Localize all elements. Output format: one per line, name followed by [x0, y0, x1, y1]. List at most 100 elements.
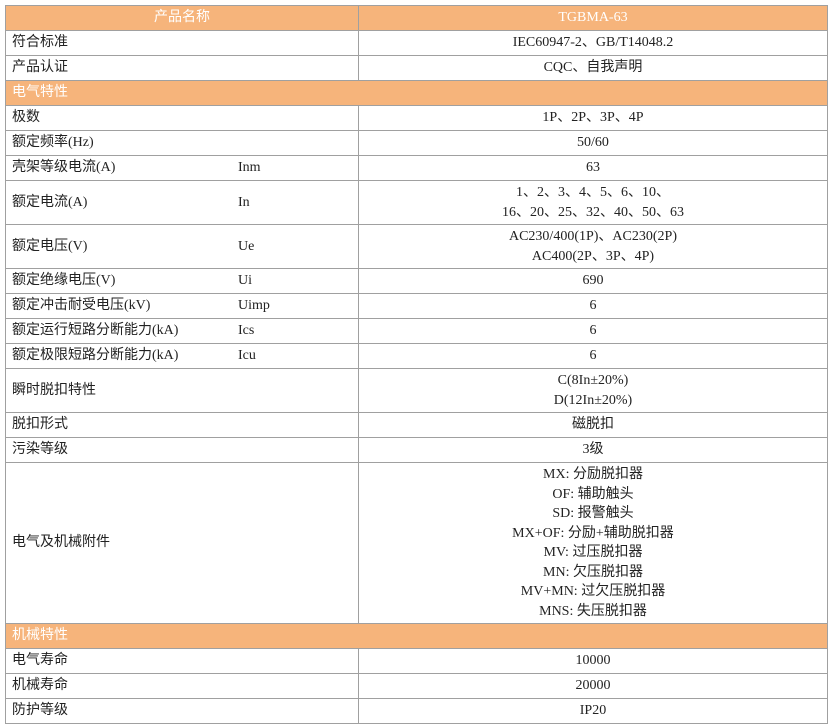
value-line: 50/60 — [577, 135, 609, 151]
row-label: 电气及机械附件 — [5, 462, 232, 624]
value-line: C(8In±20%) — [557, 373, 629, 388]
value-line: IP20 — [579, 703, 607, 719]
section-row: 机械特性 — [5, 623, 828, 649]
row-symbol-text: In — [238, 194, 250, 210]
row-value: MX: 分励脱扣器 OF: 辅助触头 SD: 报警触头 MX+OF: 分励+辅助脱扣器… — [358, 462, 828, 624]
section-title: 机械特性 — [5, 623, 828, 649]
table-body: 产品名称 TGBMA-63 符合标准 IEC60947-2、GB/T14048.2… — [5, 5, 828, 724]
spec-row: 额定运行短路分断能力(kA) Ics 6 — [5, 318, 828, 344]
row-value: 6 — [358, 343, 828, 369]
row-symbol: In — [232, 180, 359, 225]
row-symbol — [232, 105, 359, 131]
row-value: 6 — [358, 293, 828, 319]
row-label: 防护等级 — [5, 698, 232, 724]
spec-row: 符合标准 IEC60947-2、GB/T14048.2 — [5, 30, 828, 56]
row-symbol-text: Inm — [238, 160, 261, 176]
spec-row: 额定绝缘电压(V) Ui 690 — [5, 268, 828, 294]
spec-row: 壳架等级电流(A) Inm 63 — [5, 155, 828, 181]
row-symbol: Ui — [232, 268, 359, 294]
row-symbol — [232, 55, 359, 81]
row-value: 1P、2P、3P、4P — [358, 105, 828, 131]
row-symbol — [232, 648, 359, 674]
row-symbol — [232, 368, 359, 413]
value-line: OF: 辅助触头 — [552, 486, 634, 502]
row-value: C(8In±20%) D(12In±20%) — [358, 368, 828, 413]
row-symbol-text: Ui — [238, 273, 252, 289]
spec-row: 机械寿命 20000 — [5, 673, 828, 699]
row-label: 额定运行短路分断能力(kA) — [5, 318, 232, 344]
value-line: AC230/400(1P)、AC230(2P) — [508, 229, 677, 244]
row-symbol — [232, 462, 359, 624]
value-line: MX+OF: 分励+辅助脱扣器 — [512, 525, 674, 541]
value-line: 20000 — [575, 678, 611, 694]
row-label: 额定电流(A) — [5, 180, 232, 225]
row-label: 脱扣形式 — [5, 412, 232, 438]
row-label: 电气寿命 — [5, 648, 232, 674]
spec-row: 额定冲击耐受电压(kV) Uimp 6 — [5, 293, 828, 319]
row-label: 额定绝缘电压(V) — [5, 268, 232, 294]
header-value: TGBMA-63 — [358, 5, 828, 31]
row-symbol: Ue — [232, 224, 359, 269]
row-label: 壳架等级电流(A) — [5, 155, 232, 181]
spec-row: 额定电压(V) Ue AC230/400(1P)、AC230(2P) AC400(2P… — [5, 224, 828, 269]
row-symbol-text: Ics — [238, 323, 255, 339]
row-symbol — [232, 412, 359, 438]
row-value: IEC60947-2、GB/T14048.2 — [358, 30, 828, 56]
spec-row: 电气及机械附件 MX: 分励脱扣器 OF: 辅助触头 SD: 报警触头 MX+OF: 分… — [5, 462, 828, 624]
spec-row: 瞬时脱扣特性 C(8In±20%) D(12In±20%) — [5, 368, 828, 413]
value-line: 10000 — [575, 653, 611, 669]
row-symbol — [232, 437, 359, 463]
row-symbol: Icu — [232, 343, 359, 369]
value-line: CQC、自我声明 — [543, 60, 643, 76]
value-line: IEC60947-2、GB/T14048.2 — [512, 35, 674, 51]
value-line: MV+MN: 过欠压脱扣器 — [520, 584, 666, 599]
value-line: SD: 报警触头 — [552, 506, 634, 521]
row-value: 63 — [358, 155, 828, 181]
row-label: 产品认证 — [5, 55, 232, 81]
value-line: AC400(2P、3P、4P) — [531, 248, 655, 264]
row-value: 1、2、3、4、5、6、10、 16、20、25、32、40、50、63 — [358, 180, 828, 225]
row-value: 20000 — [358, 673, 828, 699]
row-symbol — [232, 130, 359, 156]
value-line: 1、2、3、4、5、6、10、 — [516, 185, 670, 200]
value-line: 6 — [589, 348, 597, 364]
row-label: 污染等级 — [5, 437, 232, 463]
row-label: 机械寿命 — [5, 673, 232, 699]
value-line: 磁脱扣 — [572, 417, 614, 433]
section-title: 电气特性 — [5, 80, 828, 106]
spec-row: 脱扣形式 磁脱扣 — [5, 412, 828, 438]
spec-table: 产品名称 TGBMA-63 符合标准 IEC60947-2、GB/T14048.2… — [5, 5, 828, 724]
row-label: 符合标准 — [5, 30, 232, 56]
spec-row: 额定频率(Hz) 50/60 — [5, 130, 828, 156]
row-symbol — [232, 673, 359, 699]
spec-row: 污染等级 3级 — [5, 437, 828, 463]
row-label: 额定极限短路分断能力(kA) — [5, 343, 232, 369]
value-line: 16、20、25、32、40、50、63 — [502, 204, 684, 220]
row-value: 50/60 — [358, 130, 828, 156]
row-symbol-text: Uimp — [238, 298, 270, 314]
value-line: D(12In±20%) — [553, 392, 633, 408]
section-row: 电气特性 — [5, 80, 828, 106]
row-symbol — [232, 698, 359, 724]
value-line: 690 — [582, 273, 604, 289]
value-line: 6 — [589, 298, 597, 314]
row-symbol: Uimp — [232, 293, 359, 319]
header-row: 产品名称 TGBMA-63 — [5, 5, 828, 31]
row-label: 瞬时脱扣特性 — [5, 368, 232, 413]
spec-row: 防护等级 IP20 — [5, 698, 828, 724]
value-line: MN: 欠压脱扣器 — [543, 564, 643, 580]
row-value: 磁脱扣 — [358, 412, 828, 438]
spec-row: 电气寿命 10000 — [5, 648, 828, 674]
header-label: 产品名称 — [5, 5, 359, 31]
row-value: 10000 — [358, 648, 828, 674]
row-value: AC230/400(1P)、AC230(2P) AC400(2P、3P、4P) — [358, 224, 828, 269]
row-symbol: Ics — [232, 318, 359, 344]
value-line: 63 — [586, 160, 600, 176]
row-symbol-text: Ue — [238, 238, 255, 254]
row-value: 3级 — [358, 437, 828, 463]
spec-row: 产品认证 CQC、自我声明 — [5, 55, 828, 81]
spec-row: 额定极限短路分断能力(kA) Icu 6 — [5, 343, 828, 369]
row-value: 6 — [358, 318, 828, 344]
row-label: 额定电压(V) — [5, 224, 232, 269]
